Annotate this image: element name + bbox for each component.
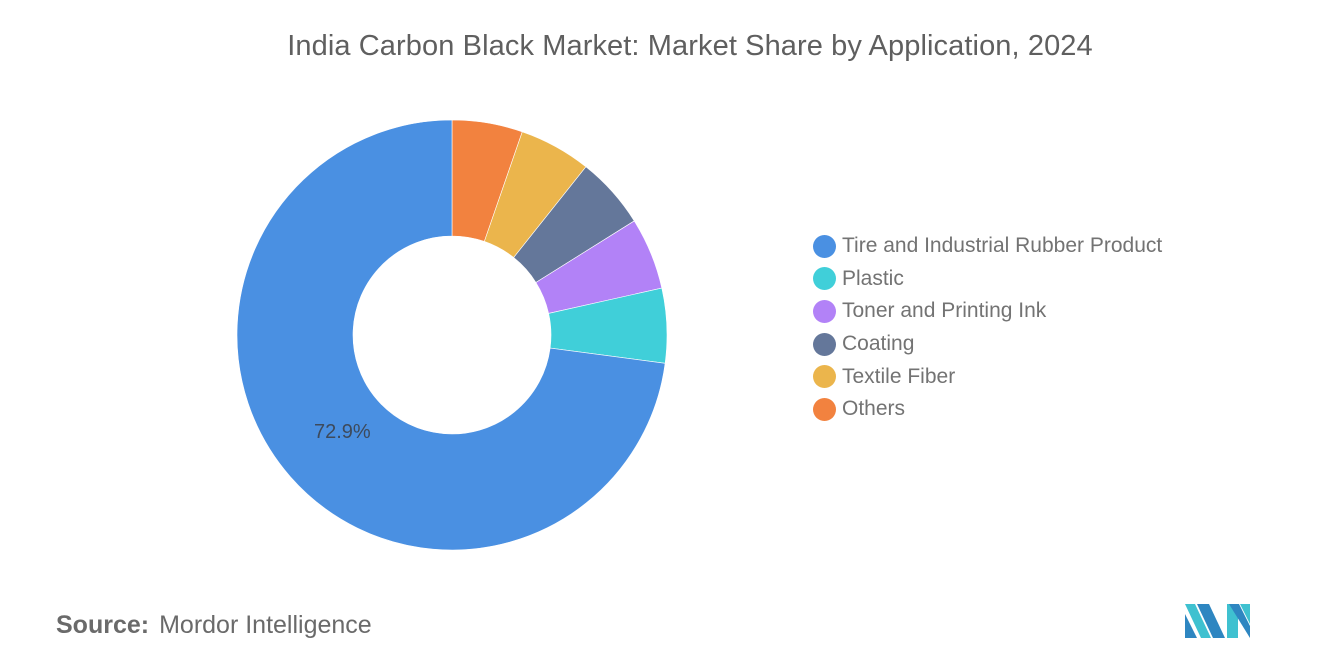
legend-dot-icon: [813, 299, 836, 323]
legend-label: Plastic: [842, 266, 904, 290]
legend-dot-icon: [813, 365, 836, 389]
legend-label: Textile Fiber: [842, 364, 956, 388]
legend-label: Tire and Industrial Rubber Product: [842, 234, 1163, 258]
data-label-tire: 72.9%: [314, 421, 371, 443]
source-key: Source:: [56, 611, 150, 639]
legend-item-others[interactable]: Others: [813, 393, 1162, 426]
donut-slices: [236, 119, 668, 551]
legend-label: Toner and Printing Ink: [842, 299, 1047, 323]
chart-title: India Carbon Black Market: Market Share …: [287, 30, 1093, 62]
legend-label: Coating: [842, 332, 915, 356]
source-note: Source: Mordor Intelligence: [56, 611, 372, 640]
legend-dot-icon: [813, 267, 836, 291]
legend-dot-icon: [813, 397, 836, 421]
legend: Tire and Industrial Rubber Product Plast…: [813, 230, 1162, 426]
legend-item-textile[interactable]: Textile Fiber: [813, 360, 1162, 393]
legend-dot-icon: [813, 234, 836, 258]
source-value: Mordor Intelligence: [159, 611, 372, 639]
legend-label: Others: [842, 397, 906, 421]
mordor-intelligence-logo-icon: [1185, 604, 1250, 638]
legend-item-plastic[interactable]: Plastic: [813, 263, 1162, 296]
slice-tire[interactable]: [236, 119, 666, 551]
legend-item-tire[interactable]: Tire and Industrial Rubber Product: [813, 230, 1162, 263]
legend-item-coating[interactable]: Coating: [813, 328, 1162, 361]
legend-item-toner[interactable]: Toner and Printing Ink: [813, 295, 1162, 328]
legend-dot-icon: [813, 332, 836, 356]
